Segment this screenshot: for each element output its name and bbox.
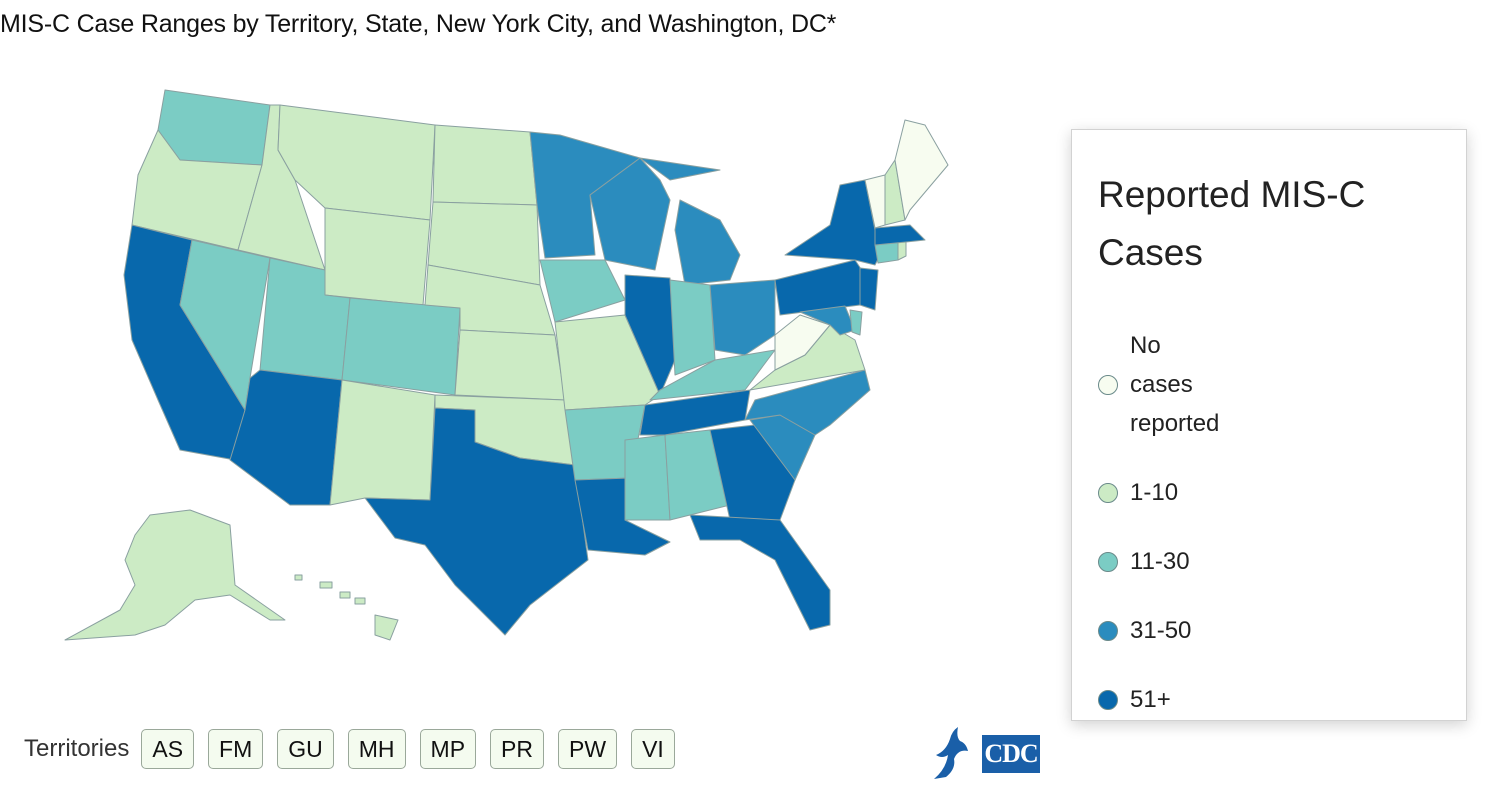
legend-title: Reported MIS-C Cases: [1098, 174, 1366, 273]
hhs-eagle-icon: [934, 727, 968, 779]
state-hi[interactable]: [294, 574, 399, 641]
territory-button-fm[interactable]: FM: [208, 729, 264, 769]
legend-label: 51+: [1130, 686, 1171, 713]
state-nm[interactable]: [329, 379, 436, 506]
legend-item: 11-30: [1098, 542, 1440, 581]
state-oh[interactable]: [709, 279, 776, 356]
state-md[interactable]: [799, 305, 856, 336]
territory-button-pw[interactable]: PW: [558, 729, 618, 769]
state-in[interactable]: [669, 279, 716, 376]
state-nc[interactable]: [744, 369, 871, 436]
legend-item: 51+: [1098, 680, 1440, 719]
legend-swatch: [1098, 482, 1118, 503]
state-ri[interactable]: [897, 241, 907, 261]
legend-swatch: [1098, 551, 1118, 572]
legend-swatch: [1098, 689, 1118, 710]
legend-item: 31-50: [1098, 611, 1440, 650]
territory-button-gu[interactable]: GU: [277, 729, 334, 769]
state-mn[interactable]: [529, 131, 641, 259]
legend-label: 31-50: [1130, 617, 1192, 644]
state-co[interactable]: [341, 297, 461, 396]
state-al[interactable]: [664, 429, 731, 521]
territory-button-mh[interactable]: MH: [347, 729, 406, 769]
territory-button-mp[interactable]: MP: [419, 729, 477, 769]
state-fl[interactable]: [689, 514, 831, 631]
state-ks[interactable]: [454, 329, 566, 401]
legend-label: 1-10: [1130, 479, 1179, 506]
cdc-wordmark: CDC: [982, 735, 1040, 773]
state-me[interactable]: [894, 119, 949, 221]
territory-button-vi[interactable]: VI: [631, 729, 675, 769]
state-ia[interactable]: [539, 259, 626, 323]
state-de[interactable]: [849, 309, 863, 336]
state-wy[interactable]: [324, 207, 431, 306]
us-choropleth-map: [40, 80, 1040, 680]
state-pa[interactable]: [774, 259, 866, 316]
state-tn[interactable]: [639, 389, 751, 436]
territory-button-pr[interactable]: PR: [490, 729, 544, 769]
legend-item: 1-10: [1098, 473, 1440, 512]
legend-swatch: [1098, 374, 1118, 395]
state-tx[interactable]: [364, 407, 589, 636]
state-ga[interactable]: [709, 424, 796, 521]
legend-item: No cases reported: [1098, 326, 1440, 443]
territory-button-as[interactable]: AS: [141, 729, 195, 769]
state-ms[interactable]: [624, 434, 671, 521]
legend-label: No cases reported: [1130, 332, 1220, 437]
page-title: MIS-C Case Ranges by Territory, State, N…: [0, 10, 837, 38]
legend-swatch: [1098, 620, 1118, 641]
cdc-logo: CDC: [928, 725, 1040, 783]
state-nd[interactable]: [432, 124, 538, 206]
state-nj[interactable]: [859, 267, 879, 311]
state-wv[interactable]: [774, 314, 831, 371]
legend-panel: Reported MIS-C Cases No cases reported 1-…: [1071, 129, 1467, 721]
state-il[interactable]: [624, 274, 676, 396]
state-ny[interactable]: [784, 179, 881, 266]
state-mi[interactable]: [639, 157, 741, 286]
legend-label: 11-30: [1130, 548, 1190, 575]
territories-bar: Territories AS FM GU MH MP PR PW VI: [24, 729, 689, 769]
state-ak[interactable]: [64, 509, 286, 641]
territories-label: Territories: [24, 735, 130, 762]
state-ma[interactable]: [874, 224, 926, 246]
